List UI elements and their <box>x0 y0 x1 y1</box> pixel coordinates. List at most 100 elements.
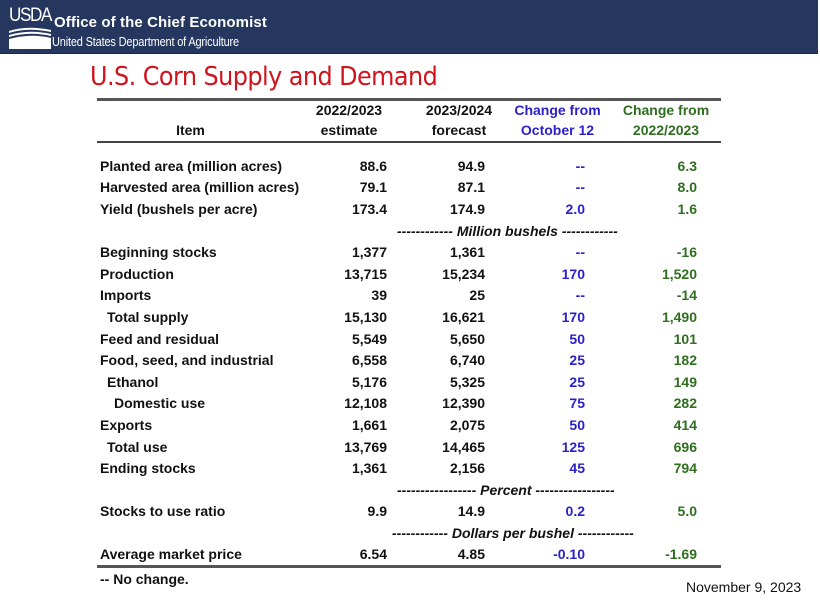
usda-logo-text: USDA <box>9 5 52 26</box>
row-change-october: 25 <box>569 352 585 369</box>
row-change-prior-year: -16 <box>676 244 697 261</box>
table-row: Yield (bushels per acre) 173.4 174.9 2.0 1.6 <box>97 198 721 220</box>
row-change-prior-year: 414 <box>673 416 697 433</box>
section-million-bushels: Beginning stocks 1,377 1,361 -- -16 Productio… <box>97 241 721 479</box>
header-item-line2: Item <box>176 122 205 138</box>
header-change-prior-line1: Change from <box>622 102 710 118</box>
row-change-prior-year: -14 <box>676 287 697 304</box>
row-change-october: 50 <box>569 330 585 347</box>
header-item: Item <box>97 101 284 141</box>
corn-supply-demand-table: Item 2022/2023 estimate 2023/2024 foreca… <box>97 98 721 569</box>
section-dollars: Average market price 6.54 4.85 -0.10 -1.69 <box>97 544 721 566</box>
row-estimate: 5,549 <box>351 330 387 347</box>
row-item-label: Domestic use <box>114 395 206 412</box>
row-forecast: 4.85 <box>457 546 485 563</box>
row-estimate: 15,130 <box>344 308 387 325</box>
row-change-prior-year: 794 <box>673 460 697 477</box>
row-change-prior-year: 101 <box>673 330 697 347</box>
unit-row-million-bushels: ------------ Million bushels -----------… <box>97 220 721 242</box>
usda-header-banner: USDA Office of the Chief Economist Unite… <box>0 0 818 54</box>
row-item-label: Imports <box>100 287 152 304</box>
row-forecast: 14,465 <box>442 438 485 455</box>
row-forecast: 94.9 <box>457 157 485 174</box>
row-change-october: 45 <box>569 460 585 477</box>
row-forecast: 174.9 <box>449 200 485 217</box>
table-row: Total use 13,769 14,465 125 696 <box>97 436 721 458</box>
office-title: Office of the Chief Economist <box>54 14 267 31</box>
section-percent: Stocks to use ratio 9.9 14.9 0.2 5.0 <box>97 501 721 523</box>
row-change-october: -- <box>575 179 585 196</box>
row-forecast: 2,075 <box>449 416 485 433</box>
row-change-prior-year: 1,490 <box>661 308 697 325</box>
table-row: Beginning stocks 1,377 1,361 -- -16 <box>97 241 721 263</box>
unit-label-percent: ----------------- Percent --------------… <box>397 481 615 498</box>
row-change-october: 25 <box>569 373 585 390</box>
header-change-prior-line2: 2022/2023 <box>632 122 700 138</box>
row-forecast: 12,390 <box>442 395 485 412</box>
table-row: Stocks to use ratio 9.9 14.9 0.2 5.0 <box>97 501 721 523</box>
table-header: Item 2022/2023 estimate 2023/2024 foreca… <box>97 101 721 141</box>
row-item-label: Harvested area (million acres) <box>100 179 300 196</box>
usda-logo-icon: USDA <box>9 5 52 50</box>
header-forecast: 2023/2024 forecast <box>414 101 504 141</box>
row-change-october: -- <box>575 157 585 174</box>
header-estimate-line1: 2022/2023 <box>315 102 383 118</box>
row-item-label: Average market price <box>100 546 242 563</box>
row-forecast: 1,361 <box>449 244 485 261</box>
row-estimate: 79.1 <box>359 179 387 196</box>
table-header-rule <box>97 141 721 143</box>
row-estimate: 39 <box>371 287 387 304</box>
unit-row-dollars: ------------ Dollars per bushel --------… <box>97 522 721 544</box>
header-estimate-line2: estimate <box>320 122 378 138</box>
table-row: Ending stocks 1,361 2,156 45 794 <box>97 457 721 479</box>
row-forecast: 5,650 <box>449 330 485 347</box>
row-estimate: 1,661 <box>351 416 387 433</box>
header-change-october-line1: Change from <box>514 102 601 118</box>
row-forecast: 25 <box>469 287 485 304</box>
header-estimate: 2022/2023 estimate <box>284 101 414 141</box>
unit-label-dollars: ------------ Dollars per bushel --------… <box>392 524 634 541</box>
table-top-rule <box>97 98 721 101</box>
table-row: Exports 1,661 2,075 50 414 <box>97 414 721 436</box>
row-change-prior-year: 149 <box>673 373 697 390</box>
row-change-october: -- <box>575 287 585 304</box>
row-item-label: Stocks to use ratio <box>100 503 226 520</box>
row-estimate: 6.54 <box>359 546 387 563</box>
row-estimate: 1,361 <box>351 460 387 477</box>
row-forecast: 6,740 <box>449 352 485 369</box>
row-change-october: -- <box>575 244 585 261</box>
header-forecast-line1: 2023/2024 <box>425 102 493 118</box>
usda-landscape-icon <box>9 27 51 49</box>
row-estimate: 5,176 <box>351 373 387 390</box>
row-forecast: 87.1 <box>457 179 485 196</box>
row-item-label: Yield (bushels per acre) <box>100 200 258 217</box>
row-item-label: Ethanol <box>107 373 159 390</box>
unit-label-million-bushels: ------------ Million bushels -----------… <box>397 222 618 239</box>
release-date: November 9, 2023 <box>686 579 802 595</box>
row-item-label: Food, seed, and industrial <box>100 352 274 369</box>
row-change-prior-year: -1.69 <box>665 546 697 563</box>
row-estimate: 12,108 <box>344 395 387 412</box>
footnote-no-change: -- No change. <box>100 571 189 587</box>
unit-row-percent: ----------------- Percent --------------… <box>97 479 721 501</box>
row-estimate: 13,769 <box>344 438 387 455</box>
row-forecast: 2,156 <box>449 460 485 477</box>
row-change-october: 75 <box>569 395 585 412</box>
row-item-label: Beginning stocks <box>100 244 217 261</box>
row-item-label: Exports <box>100 416 153 433</box>
table-row: Imports 39 25 -- -14 <box>97 285 721 307</box>
row-estimate: 6,558 <box>351 352 387 369</box>
row-forecast: 5,325 <box>449 373 485 390</box>
department-title: United States Department of Agriculture <box>52 35 239 49</box>
table-row: Ethanol 5,176 5,325 25 149 <box>97 371 721 393</box>
row-change-october: 125 <box>561 438 585 455</box>
row-estimate: 13,715 <box>344 265 387 282</box>
row-change-october: 2.0 <box>565 200 585 217</box>
table-row: Total supply 15,130 16,621 170 1,490 <box>97 306 721 328</box>
row-change-october: 0.2 <box>565 503 585 520</box>
table-row: Planted area (million acres) 88.6 94.9 -- 6.… <box>97 155 721 177</box>
row-item-label: Feed and residual <box>100 330 220 347</box>
row-change-prior-year: 5.0 <box>677 503 697 520</box>
row-change-prior-year: 1.6 <box>677 200 697 217</box>
row-estimate: 88.6 <box>359 157 387 174</box>
